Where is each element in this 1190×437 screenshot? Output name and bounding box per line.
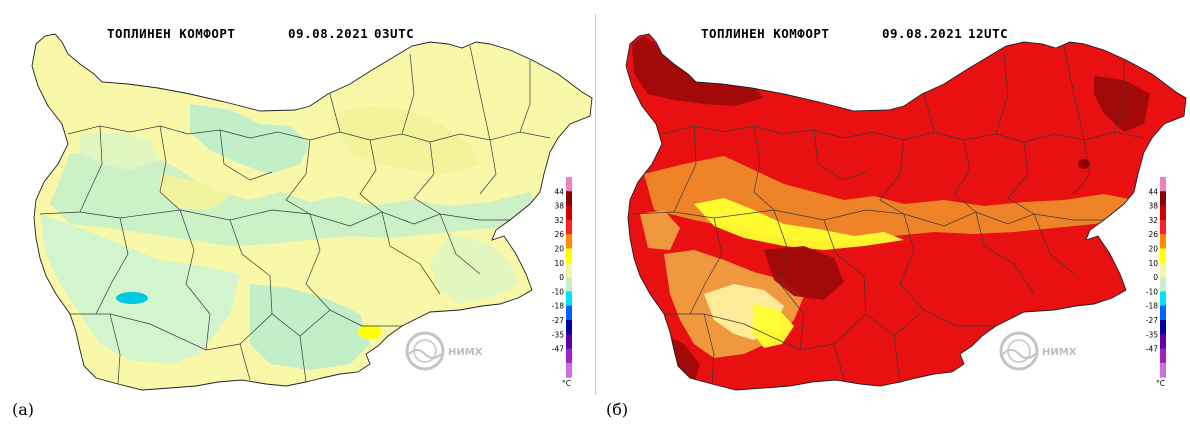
legend-label: -27 — [1146, 316, 1158, 325]
caption-b: (б) — [606, 400, 629, 419]
legend-label: -27 — [552, 316, 564, 325]
map-title-date: 09.08.2021 — [288, 26, 368, 41]
logo-text: НИМХ — [448, 347, 483, 358]
comfort-zone — [1094, 76, 1150, 132]
legend-unit: °C — [1156, 379, 1165, 388]
legend-swatch — [566, 205, 572, 221]
legend-label: 44 — [554, 187, 564, 196]
legend-label: 0 — [1153, 273, 1158, 282]
comfort-zone — [190, 104, 310, 174]
legend-label: 20 — [1148, 245, 1158, 254]
comfort-spot — [766, 321, 782, 331]
legend-label: -47 — [1146, 345, 1158, 354]
comfort-spot — [358, 325, 382, 339]
legend-swatch — [566, 334, 572, 350]
map-canvas-a: ТОПЛИНЕН КОМФОРТ 09.08.2021 03UTC 44 38 32 26 2… — [31, 26, 593, 391]
legend-swatch — [1160, 277, 1166, 292]
legend-label: -35 — [552, 330, 564, 339]
map-title-label: ТОПЛИНЕН КОМФОРТ — [701, 26, 829, 41]
legend-swatch — [1160, 234, 1166, 249]
country-outline — [31, 33, 593, 391]
legend-label: 38 — [554, 202, 564, 211]
map-canvas-b: ТОПЛИНЕН КОМФОРТ 09.08.2021 12UTC 44 38 32 26 2… — [625, 26, 1187, 391]
legend-swatch — [566, 234, 572, 249]
legend-swatch — [1160, 362, 1166, 378]
legend-swatch — [566, 362, 572, 378]
legend-label: -18 — [1146, 302, 1158, 311]
legend-swatch — [566, 219, 572, 235]
legend-label: 38 — [1148, 202, 1158, 211]
legend-swatch — [566, 191, 572, 207]
legend-swatch — [1160, 219, 1166, 235]
heat-comfort-map-1200: ТОПЛИНЕН КОМФОРТ 09.08.2021 12UTC 44 38 32 26 2… — [604, 14, 1189, 395]
legend-label: -35 — [1146, 330, 1158, 339]
legend-label: 10 — [554, 259, 564, 268]
province-borders — [633, 45, 1145, 385]
map-title-time: 03UTC — [374, 26, 414, 41]
color-scale-legend: 44 38 32 26 20 10 0 -10 -18 -27 -35 -47 °C — [552, 177, 572, 388]
legend-swatch — [566, 305, 572, 321]
color-scale-legend: 44 38 32 26 20 10 0 -10 -18 -27 -35 -47 °C — [1146, 177, 1166, 388]
legend-swatch — [1160, 348, 1166, 364]
legend-swatch — [566, 320, 572, 335]
legend-label: 32 — [554, 216, 564, 225]
comfort-zone — [430, 234, 520, 304]
legend-label: -18 — [552, 302, 564, 311]
legend-swatch — [1160, 291, 1166, 307]
caption-a: (а) — [12, 400, 35, 419]
legend-label: 10 — [1148, 259, 1158, 268]
legend-swatch — [566, 248, 572, 264]
heat-comfort-map-0300: ТОПЛИНЕН КОМФОРТ 09.08.2021 03UTC 44 38 32 26 2… — [10, 14, 596, 395]
comfort-spot — [116, 292, 148, 304]
map-title-label: ТОПЛИНЕН КОМФОРТ — [107, 26, 235, 41]
map-title: ТОПЛИНЕН КОМФОРТ 09.08.2021 03UTC — [107, 26, 414, 41]
comfort-spot — [1078, 159, 1090, 169]
country-fill — [626, 34, 1186, 390]
country-fill — [32, 34, 592, 390]
legend-label: 26 — [554, 230, 564, 239]
legend-swatch — [1160, 262, 1166, 278]
legend-swatch — [1160, 305, 1166, 321]
comfort-zone — [764, 246, 844, 300]
comfort-zone — [160, 174, 230, 210]
map-title: ТОПЛИНЕН КОМФОРТ 09.08.2021 12UTC — [701, 26, 1008, 41]
legend-label: 26 — [1148, 230, 1158, 239]
legend-label: 44 — [1148, 187, 1158, 196]
legend-swatch — [1160, 191, 1166, 207]
legend-swatch — [566, 348, 572, 364]
legend-label: -10 — [1146, 287, 1158, 296]
nimh-logo: НИМХ — [999, 331, 1077, 371]
legend-swatch — [1160, 334, 1166, 350]
comfort-zone — [632, 36, 764, 106]
legend-swatch — [1160, 320, 1166, 335]
province-borders — [39, 45, 551, 385]
map-title-time: 12UTC — [968, 26, 1008, 41]
legend-swatch — [566, 262, 572, 278]
legend-label: 0 — [559, 273, 564, 282]
legend-label: 20 — [554, 245, 564, 254]
legend-swatch — [566, 277, 572, 292]
legend-swatch — [1160, 205, 1166, 221]
comfort-zone — [694, 198, 904, 250]
legend-unit: °C — [562, 379, 571, 388]
legend-swatch — [566, 177, 572, 192]
comfort-zone — [640, 210, 680, 250]
legend-label: -47 — [552, 345, 564, 354]
legend-swatch — [566, 291, 572, 307]
legend-label: -10 — [552, 287, 564, 296]
nimh-logo: НИМХ — [405, 331, 483, 371]
map-title-date: 09.08.2021 — [882, 26, 962, 41]
comfort-zone — [330, 106, 480, 174]
legend-swatch — [1160, 177, 1166, 192]
country-outline — [625, 33, 1187, 391]
legend-swatch — [1160, 248, 1166, 264]
legend-label: 32 — [1148, 216, 1158, 225]
comfort-zone — [40, 214, 240, 364]
comfort-zone — [80, 132, 160, 170]
comfort-zone — [50, 148, 540, 246]
logo-text: НИМХ — [1042, 347, 1077, 358]
